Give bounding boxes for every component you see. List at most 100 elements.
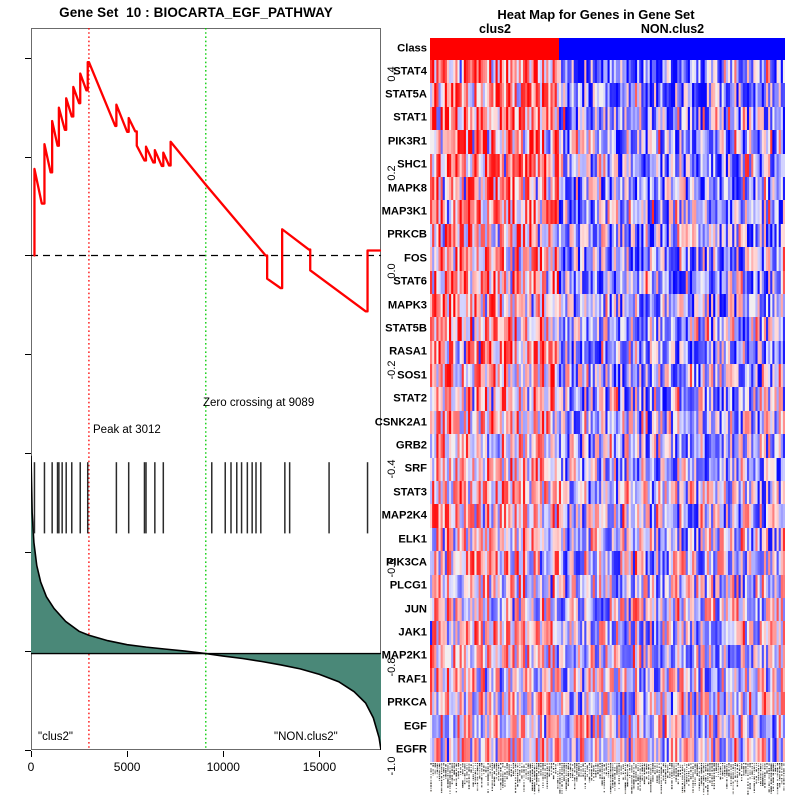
gene-label-jak1: JAK1: [398, 626, 427, 639]
ranked-metric-curve: [31, 455, 381, 750]
y-tick-mark: [25, 156, 31, 158]
gene-label-stat5b: STAT5B: [385, 322, 427, 335]
heatmap-row-strip: [430, 387, 785, 411]
x-tick-mark: [127, 751, 129, 757]
heatmap-row-strip: [430, 434, 785, 458]
class-bar-clus2: [430, 38, 559, 60]
heatmap-gene-row: MAPK3: [388, 293, 785, 318]
y-tick-mark: [25, 354, 31, 356]
gene-label-pik3ca: PIK3CA: [385, 556, 427, 569]
gene-label-map2k4: MAP2K4: [381, 509, 427, 522]
heatmap-title: Heat Map for Genes in Gene Set: [497, 7, 695, 22]
heatmap-row-strip: [430, 270, 785, 294]
class-row-label: Class: [397, 42, 427, 55]
heatmap-gene-row: SOS1: [397, 364, 785, 388]
heatmap-row-strip: [430, 644, 785, 669]
heatmap-gene-row: JUN: [405, 597, 785, 622]
gene-label-stat6: STAT6: [393, 275, 427, 288]
heatmap-row-strip: [430, 60, 785, 84]
gene-label-csnk2a1: CSNK2A1: [374, 415, 427, 428]
page-title: Gene Set 10 : BIOCARTA_EGF_PATHWAY: [59, 5, 333, 20]
y-tick-mark: [25, 552, 31, 554]
heatmap-class-label-right: NON.clus2: [640, 22, 705, 36]
heatmap-gene-row: EGF: [404, 714, 785, 739]
heatmap-gene-row: STAT5A: [385, 83, 785, 107]
heatmap-gene-row: SRF: [405, 457, 785, 482]
heatmap-gene-row: PIK3CA: [386, 551, 785, 575]
heatmap-row-strip: [430, 551, 785, 575]
heatmap-gene-row: EGFR: [396, 738, 785, 762]
gene-label-shc1: SHC1: [397, 158, 427, 171]
peak-annotation: Peak at 3012: [93, 424, 161, 436]
x-tick-mark: [223, 751, 225, 757]
x-tick-mark: [319, 751, 321, 757]
heatmap-row-strip: [430, 106, 785, 131]
heatmap-gene-row: MAP2K4: [382, 504, 785, 528]
gene-label-stat5a: STAT5A: [385, 88, 427, 101]
heatmap-gene-row: RASA1: [389, 340, 785, 365]
heatmap-row-strip: [430, 597, 785, 622]
heatmap-row-strip: [430, 504, 785, 528]
heatmap-row-strip: [430, 621, 785, 645]
heatmap-gene-row: PRKCB: [387, 223, 785, 248]
heatmap-panel: Heat Map for Genes in Gene Set clus2 NON…: [375, 0, 800, 800]
heatmap-row-strip: [430, 364, 785, 388]
gene-label-elk1: ELK1: [398, 532, 427, 545]
ranked-metric-area: [31, 455, 381, 750]
class-color-bar: [430, 38, 785, 60]
heatmap-gene-row: RAF1: [398, 668, 785, 692]
heatmap-gene-row: PIK3R1: [388, 130, 785, 154]
heatmap-gene-row: STAT3: [393, 481, 785, 505]
heatmap-row-strip: [430, 200, 785, 224]
gene-label-grb2: GRB2: [395, 439, 427, 452]
phenotype-label-right: "NON.clus2": [274, 731, 338, 743]
heatmap-row-strip: [430, 293, 785, 318]
gene-hit-ticks: [33, 462, 369, 534]
heatmap-row-strip: [430, 738, 785, 762]
y-tick-mark: [25, 453, 31, 455]
heatmap-row-strip: [430, 83, 785, 107]
gene-label-egf: EGF: [404, 720, 427, 733]
heatmap-gene-row: STAT4: [393, 60, 785, 84]
y-tick-mark: [25, 651, 31, 653]
zero-crossing-annotation: Zero crossing at 9089: [203, 397, 315, 409]
gene-label-mapk3: MAPK3: [387, 298, 427, 311]
heatmap-row-strip: [430, 410, 785, 435]
heatmap-row-strip: [430, 668, 785, 692]
heatmap-gene-row: JAK1: [398, 621, 785, 645]
heatmap-gene-row: STAT2: [393, 387, 785, 411]
heatmap-gene-row: STAT1: [393, 106, 785, 131]
heatmap-gene-row: MAP3K1: [382, 200, 785, 224]
gene-label-jun: JUN: [404, 603, 427, 616]
heatmap-gene-row: ELK1: [398, 527, 785, 552]
heatmap-row-strip: [430, 247, 785, 271]
heatmap-row-strip: [430, 691, 785, 715]
x-tick-label: 10000: [206, 760, 240, 774]
y-tick-mark: [25, 750, 31, 751]
heatmap-row-strip: [430, 153, 785, 177]
heatmap-row-strip: [430, 457, 785, 482]
enrichment-curves: [31, 28, 381, 750]
gene-label-rasa1: RASA1: [389, 345, 427, 358]
sample-name-labels: [430, 762, 785, 800]
class-bar-non-clus2: [558, 38, 785, 60]
gene-label-srf: SRF: [404, 462, 427, 475]
gene-label-map2k1: MAP2K1: [381, 649, 427, 662]
enrichment-plot-panel: Gene Set 10 : BIOCARTA_EGF_PATHWAY 0.4 0.…: [0, 0, 398, 800]
gene-label-prkca: PRKCA: [387, 696, 427, 709]
y-tick-mark: [25, 57, 31, 59]
heatmap-row-strip: [430, 574, 785, 598]
heatmap-row-strip: [430, 527, 785, 552]
heatmap-row-strip: [430, 130, 785, 154]
y-tick-mark: [25, 255, 31, 257]
gene-label-prkcb: PRKCB: [387, 228, 427, 241]
heatmap-class-label-left: clus2: [479, 22, 511, 36]
gene-label-stat1: STAT1: [393, 111, 427, 124]
enrichment-score-curve: [33, 60, 381, 313]
heatmap-gene-row: PRKCA: [387, 691, 785, 715]
heatmap-gene-row: STAT6: [393, 270, 785, 294]
heatmap-gene-row: GRB2: [396, 434, 785, 458]
heatmap-gene-row: PLCG1: [390, 574, 785, 598]
heatmap-row-strip: [430, 714, 785, 739]
heatmap-grid: Class STAT4 STAT5A STAT1 PIK3R1 SHC1 MAPK8 MAP3…: [375, 38, 785, 762]
